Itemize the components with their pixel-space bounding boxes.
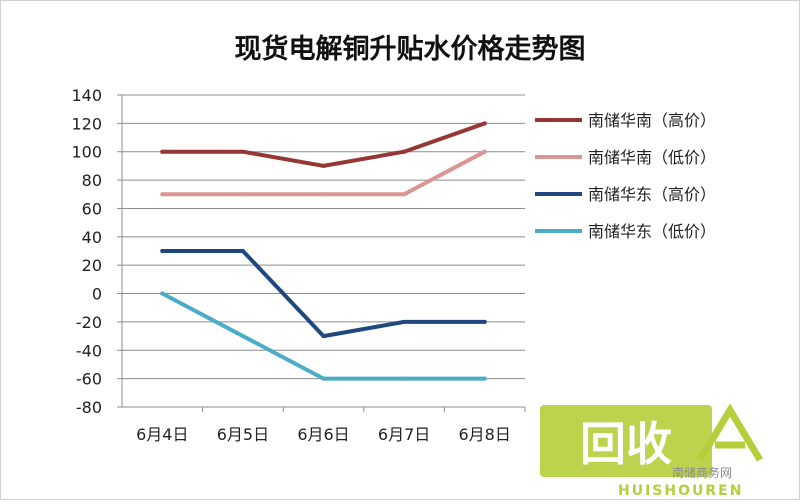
- y-tick-label: -20: [76, 313, 102, 332]
- data-point: [321, 192, 326, 197]
- data-point: [160, 249, 165, 253]
- legend: 南储华南（高价） 南储华南（低价） 南储华东（高价） 南储华东（低价）: [535, 111, 716, 241]
- data-point: [482, 319, 487, 324]
- x-tick-label: 6月8日: [459, 425, 511, 444]
- y-tick-label: 80: [82, 171, 102, 190]
- watermark-brand-text: HUISHOUREN: [618, 483, 743, 499]
- y-tick-label: 140: [71, 86, 102, 105]
- data-point: [160, 291, 165, 296]
- watermark-person-icon: [696, 403, 764, 462]
- data-point: [402, 376, 407, 381]
- watermark-logo-box: [540, 405, 712, 477]
- data-point: [402, 149, 407, 154]
- y-tick-label: -40: [76, 341, 102, 360]
- x-tick-label: 6月6日: [297, 425, 349, 444]
- watermark-site-name: 南储商务网: [672, 465, 732, 480]
- y-tick-label: 120: [71, 114, 102, 133]
- data-point: [160, 192, 165, 197]
- y-tick-label: 100: [71, 143, 102, 162]
- axes: 140 120 100 80 60 40 20 0 -20 -40 -60 -80 6月4日 6月5日 6月…: [71, 86, 526, 444]
- y-tick-label: 60: [82, 199, 102, 218]
- legend-label: 南储华南（低价）: [588, 148, 716, 167]
- data-series: [160, 121, 487, 381]
- watermark: 回收 南储商务网 HUISHOUREN: [540, 403, 764, 499]
- data-point: [402, 192, 407, 197]
- data-point: [402, 319, 407, 324]
- y-tick-label: -80: [76, 398, 102, 417]
- series-line-3: [160, 291, 487, 381]
- y-tick-label: 0: [92, 285, 102, 304]
- legend-label: 南储华南（高价）: [588, 111, 716, 130]
- x-tick-label: 6月5日: [217, 425, 269, 444]
- y-tick-label: -60: [76, 370, 102, 389]
- x-tick-label: 6月4日: [136, 425, 188, 444]
- chart-title: 现货电解铜升贴水价格走势图: [235, 33, 586, 65]
- data-point: [482, 376, 487, 381]
- grid-lines: [122, 94, 525, 408]
- data-point: [321, 376, 326, 381]
- x-tick-label: 6月7日: [378, 425, 430, 444]
- legend-label: 南储华东（低价）: [588, 222, 716, 241]
- data-point: [240, 149, 245, 154]
- legend-label: 南储华东（高价）: [588, 185, 716, 204]
- data-point: [482, 149, 487, 154]
- data-point: [160, 149, 165, 154]
- watermark-logo-text: 回收: [580, 417, 672, 471]
- data-point: [240, 249, 245, 253]
- data-point: [321, 334, 326, 339]
- data-point: [321, 163, 326, 168]
- y-tick-label: 40: [82, 228, 102, 247]
- data-point: [240, 192, 245, 197]
- y-tick-label: 20: [82, 256, 102, 275]
- data-point: [482, 121, 487, 126]
